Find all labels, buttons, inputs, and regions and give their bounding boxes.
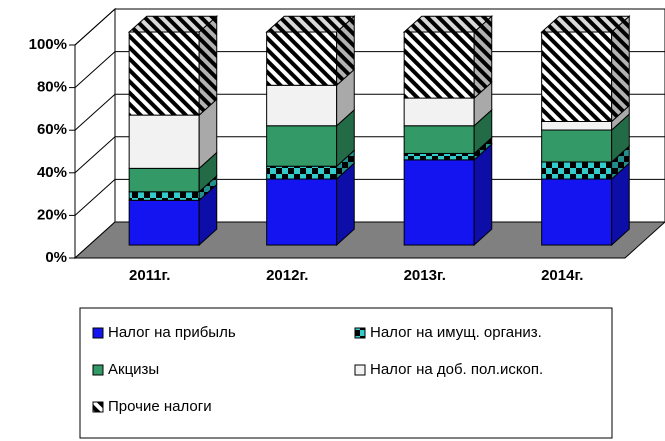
bar-front (541, 178, 613, 246)
bar-front (403, 97, 475, 127)
y-tick-label: 100% (29, 36, 67, 53)
x-tick-label: 2014г. (541, 267, 583, 284)
bar-top (127, 15, 219, 33)
bar-front (266, 84, 338, 127)
bar-front (403, 152, 475, 161)
legend-swatch (354, 327, 366, 339)
bar-side-shade (336, 109, 355, 167)
bar-side-shade (336, 16, 355, 86)
y-tick-label: 40% (37, 164, 67, 181)
bar-front (541, 129, 613, 163)
bar-front (541, 31, 613, 122)
legend-label: Акцизы (108, 361, 159, 378)
bar-side-shade (611, 163, 630, 246)
x-tick-label: 2013г. (404, 267, 446, 284)
grid-line (74, 8, 665, 46)
bar-top (402, 15, 494, 33)
legend-label: Прочие налоги (108, 398, 212, 415)
bar-side-shade (199, 16, 217, 116)
bar-side-shade (199, 99, 217, 169)
bar-top-shade (541, 16, 630, 33)
floor (73, 221, 665, 259)
bar-side-shade (474, 109, 492, 154)
side-wall (74, 7, 116, 260)
x-tick-label: 2012г. (266, 267, 308, 284)
bar-side-shade (474, 137, 492, 160)
bar-side-shade (336, 150, 355, 180)
legend-swatch (354, 364, 366, 376)
bar-side-shade (336, 163, 355, 246)
bar-top (540, 15, 631, 33)
bar-front (403, 31, 475, 99)
bar-front (403, 125, 475, 154)
bar-top-shade (404, 16, 492, 33)
legend-label: Налог на доб. пол.ископ. (370, 361, 543, 378)
bar-side-shade (474, 82, 492, 126)
bar-side-shade (199, 175, 217, 201)
y-tick-label: 60% (37, 121, 67, 138)
y-tick-label: 20% (37, 206, 67, 223)
bar-front (541, 161, 613, 180)
legend-label: Налог на прибыль (108, 324, 236, 341)
bar-front (266, 178, 338, 246)
bar-top-shade (266, 16, 355, 33)
bar-front (128, 31, 200, 116)
bar-side-shade (611, 105, 630, 131)
legend-label: Налог на имущ. организ. (370, 324, 542, 341)
bar-front (128, 167, 200, 193)
bar-front (128, 199, 200, 246)
bar-side-shade (199, 184, 217, 246)
bar-front (403, 159, 475, 246)
bar-side-shade (199, 152, 217, 192)
bar-top-shade (129, 16, 217, 33)
bar-front (266, 125, 338, 167)
bar-front (128, 191, 200, 201)
bar-front (266, 31, 338, 86)
x-tick-label: 2011г. (129, 267, 170, 284)
bar-side-shade (474, 144, 492, 246)
bar-side-shade (336, 69, 355, 126)
y-tick-label: 0% (45, 249, 67, 266)
bar-top (265, 15, 356, 33)
legend-swatch (92, 364, 104, 376)
bar-side-shade (474, 16, 492, 99)
legend-box (79, 307, 613, 439)
bar-front (541, 121, 613, 131)
bar-front (128, 114, 200, 169)
legend-swatch (92, 327, 104, 339)
bar-side-shade (611, 16, 630, 122)
legend-swatch (92, 401, 104, 413)
y-tick-label: 80% (37, 79, 67, 96)
bar-side-shade (611, 146, 630, 180)
bar-front (266, 165, 338, 180)
